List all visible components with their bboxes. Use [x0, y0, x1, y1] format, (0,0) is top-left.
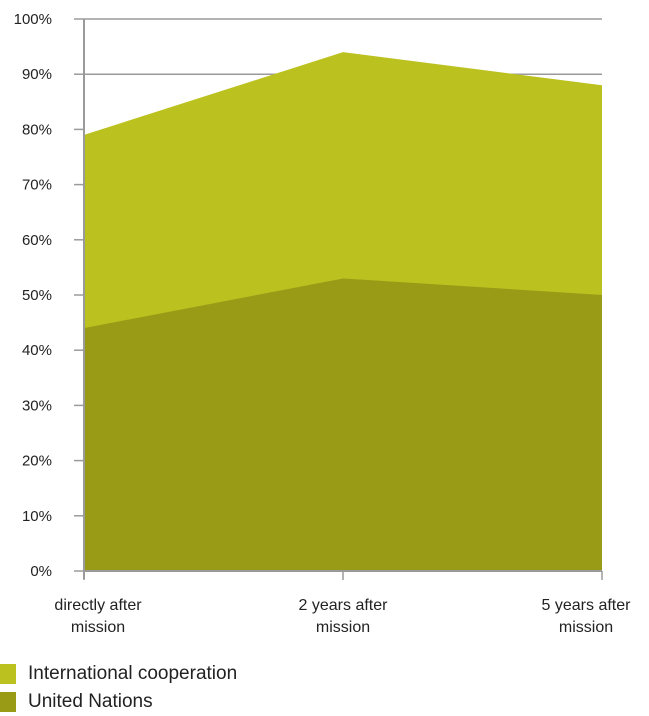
x-tick-label: mission — [71, 619, 125, 636]
x-tick-label: 2 years after — [299, 597, 389, 614]
y-tick-labels: 0% 10% 20% 30% 40% 50% 60% 70% 80% 90% 100% — [14, 11, 52, 580]
y-tick-label: 10% — [22, 508, 52, 525]
y-tick-label: 60% — [22, 232, 52, 249]
x-tick-label: mission — [559, 619, 613, 636]
legend-label: International cooperation — [28, 663, 238, 684]
legend-swatch — [0, 664, 16, 684]
x-tick-label: 5 years after — [542, 597, 632, 614]
y-tick-label: 100% — [14, 11, 52, 28]
legend-swatch — [0, 692, 16, 712]
areas — [84, 52, 602, 572]
y-tick-label: 30% — [22, 397, 52, 414]
x-tick-labels: directly after mission 2 years after missio… — [54, 597, 631, 636]
y-tick-label: 20% — [22, 453, 52, 470]
y-tick-label: 70% — [22, 177, 52, 194]
y-tick-label: 50% — [22, 287, 52, 304]
area-chart: 0% 10% 20% 30% 40% 50% 60% 70% 80% 90% 100% direct… — [14, 11, 632, 636]
y-tick-label: 90% — [22, 66, 52, 83]
y-tick-label: 0% — [30, 563, 52, 580]
area-united-nations — [84, 278, 602, 571]
legend: International cooperation United Nations — [0, 660, 237, 716]
legend-item-united-nations: United Nations — [0, 688, 237, 716]
legend-label: United Nations — [28, 691, 153, 712]
y-tick-label: 80% — [22, 121, 52, 138]
axes — [74, 18, 603, 580]
legend-item-international-cooperation: International cooperation — [0, 660, 237, 688]
x-tick-label: mission — [316, 619, 370, 636]
x-tick-label: directly after — [54, 597, 142, 614]
y-tick-label: 40% — [22, 342, 52, 359]
